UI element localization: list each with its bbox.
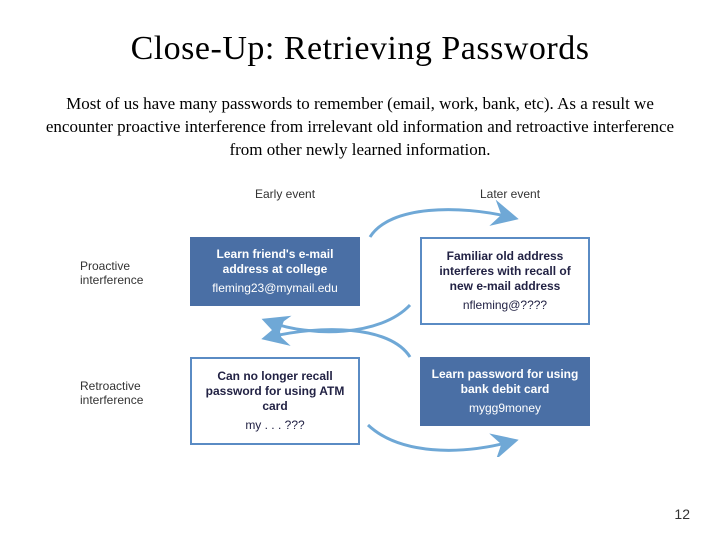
box-text: Learn friend's e-mail address at college <box>217 247 334 276</box>
row-label-retroactive: Retroactiveinterference <box>80 379 165 408</box>
col-header-early: Early event <box>255 187 315 201</box>
page-number: 12 <box>674 506 690 522</box>
col-header-later: Later event <box>480 187 540 201</box>
box-bottom-left: Can no longer recall password for using … <box>190 357 360 445</box>
box-bottom-right: Learn password for using bank debit card… <box>420 357 590 426</box>
slide-title: Close-Up: Retrieving Passwords <box>30 30 690 68</box>
interference-diagram: Early event Later event Proactiveinterfe… <box>80 187 640 457</box>
box-top-left: Learn friend's e-mail address at college… <box>190 237 360 306</box>
box-example: fleming23@mymail.edu <box>200 281 350 296</box>
row-label-proactive: Proactiveinterference <box>80 259 165 288</box>
slide: Close-Up: Retrieving Passwords Most of u… <box>0 0 720 540</box>
box-top-right: Familiar old address interferes with rec… <box>420 237 590 325</box>
slide-body: Most of us have many passwords to rememb… <box>30 93 690 162</box>
box-text: Familiar old address interferes with rec… <box>439 249 570 293</box>
box-example: my . . . ??? <box>202 418 348 433</box>
arrow-icon <box>368 425 510 450</box>
box-text: Can no longer recall password for using … <box>206 369 345 413</box>
arrow-icon <box>270 305 410 332</box>
arrow-icon <box>370 209 510 236</box>
arrow-icon <box>270 329 410 356</box>
box-example: mygg9money <box>430 401 580 416</box>
box-example: nfleming@???? <box>432 298 578 313</box>
box-text: Learn password for using bank debit card <box>432 367 579 396</box>
